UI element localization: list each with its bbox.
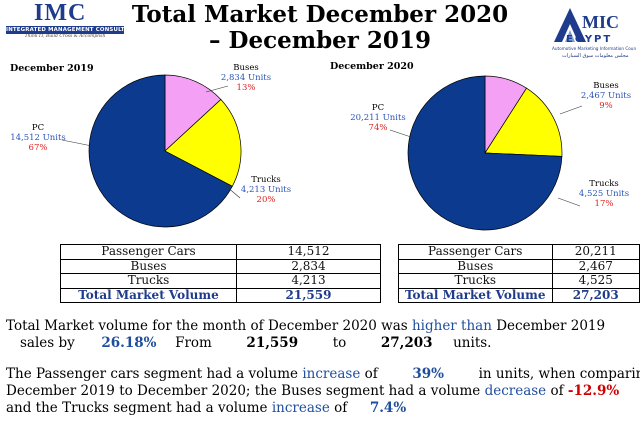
table-cell-value: 4,525: [551, 273, 640, 289]
table-row: Trucks 4,525: [398, 273, 640, 289]
slice-value-label: 20,211 Units: [350, 113, 406, 123]
pie-slice-pc: [88, 74, 233, 228]
leader-line: [61, 139, 93, 147]
imc-logo: IMC INTEGRATED MANAGEMENT CONSULTANCY Th…: [6, 0, 124, 39]
summary-text: and the Trucks segment had a volume: [6, 400, 268, 416]
table-cell-value: 2,834: [236, 258, 381, 274]
table-row: Trucks 4,213: [60, 273, 381, 289]
summary-text: Total Market volume for the month of Dec…: [6, 318, 408, 334]
summary-value: 21,559: [246, 335, 299, 351]
summary-text: to: [332, 335, 347, 351]
pie-slice-trucks: [484, 87, 563, 157]
table-row: Buses 2,834: [60, 258, 381, 274]
table-cell-value: 2,467: [551, 258, 640, 274]
summary-text: The Passenger cars segment had a volume: [6, 366, 299, 382]
svg-text:مجلس معلومات سوق السيارات: مجلس معلومات سوق السيارات: [562, 53, 629, 59]
table-cell-label: Buses: [60, 258, 237, 274]
table-cell-label: Buses: [398, 258, 553, 274]
page-title-line1: Total Market December 2020: [131, 1, 509, 28]
summary-highlight: increase: [271, 400, 330, 416]
table-cell-label: Passenger Cars: [60, 244, 237, 260]
page-title-line2: – December 2019: [209, 27, 431, 54]
table-row: Passenger Cars 20,211: [398, 244, 640, 260]
chart-2020-title: December 2020: [330, 61, 414, 72]
amic-logo: MIC EGYPT Automotive Marketing Informati…: [552, 8, 636, 59]
table-cell-value: 14,512: [236, 244, 381, 260]
svg-text:Automotive Marketing Informati: Automotive Marketing Information Council: [552, 46, 636, 51]
slice-name-label: PC: [372, 103, 384, 113]
table-cell-value: 20,211: [551, 244, 640, 260]
summary-pct: 26.18%: [101, 335, 157, 351]
summary-text: of: [550, 383, 564, 399]
summary-line-3: The Passenger cars segment had a volume …: [6, 366, 640, 383]
table-cell-label: Trucks: [60, 273, 237, 289]
table-2020: Passenger Cars 20,211 Buses 2,467 Trucks…: [398, 244, 640, 303]
table-total-label: Total Market Volume: [60, 287, 237, 303]
leader-line: [557, 197, 581, 207]
table-total-row: Total Market Volume 21,559: [60, 287, 381, 303]
table-row: Buses 2,467: [398, 258, 640, 274]
svg-text:MIC: MIC: [582, 12, 619, 32]
summary-text: From: [175, 335, 212, 351]
slice-name-label: Buses: [593, 81, 618, 91]
summary-pct: 39%: [412, 366, 444, 382]
leader-line: [225, 185, 241, 199]
summary-text: sales by: [20, 335, 75, 351]
table-total-value: 27,203: [551, 287, 640, 303]
summary-pct: -12.9%: [567, 383, 620, 399]
page-title: Total Market December 2020 – December 20…: [130, 2, 510, 54]
imc-logo-mark: IMC: [34, 0, 87, 26]
summary-pct: 7.4%: [369, 400, 407, 416]
table-row: Passenger Cars 14,512: [60, 244, 381, 260]
summary-highlight: increase: [302, 366, 361, 382]
pie-slice-pc: [407, 75, 563, 231]
table-cell-label: Passenger Cars: [398, 244, 553, 260]
slice-pct-label: 17%: [595, 199, 614, 209]
summary-text: units.: [453, 335, 492, 351]
slice-name-label: Trucks: [251, 175, 280, 185]
slice-name-label: Trucks: [589, 179, 618, 189]
summary-text: of: [334, 400, 348, 416]
summary-line-4: December 2019 to December 2020; the Buse…: [6, 383, 619, 400]
leader-line: [205, 85, 229, 93]
slice-pct-label: 74%: [369, 123, 388, 133]
summary-value: 27,203: [380, 335, 433, 351]
table-cell-value: 4,213: [236, 273, 381, 289]
slice-name-label: PC: [32, 123, 44, 133]
pie-slice-trucks: [164, 98, 242, 187]
slice-value-label: 2,834 Units: [221, 73, 271, 83]
slice-pct-label: 67%: [29, 143, 48, 153]
slice-pct-label: 20%: [257, 195, 276, 205]
imc-logo-band: INTEGRATED MANAGEMENT CONSULTANCY: [6, 26, 124, 34]
summary-line-5: and the Trucks segment had a volume incr…: [6, 400, 406, 417]
slice-value-label: 2,467 Units: [581, 91, 631, 101]
summary-highlight: higher than: [411, 318, 492, 334]
summary-text: of: [364, 366, 378, 382]
summary-line-2: sales by 26.18% From 21,559 to 27,203 un…: [20, 335, 491, 352]
table-2019: Passenger Cars 14,512 Buses 2,834 Trucks…: [60, 244, 381, 303]
summary-line-1: Total Market volume for the month of Dec…: [6, 318, 605, 335]
summary-text: in units, when comparing: [478, 366, 640, 382]
summary-highlight: decrease: [484, 383, 547, 399]
imc-logo-tagline: Think IT, Build Cross & Accomplish: [24, 34, 106, 39]
slice-value-label: 4,213 Units: [241, 185, 291, 195]
summary-text: December 2019 to December 2020; the Buse…: [6, 383, 481, 399]
pie-slice-buses: [164, 74, 222, 152]
leader-line: [389, 129, 415, 139]
svg-text:EGYPT: EGYPT: [566, 34, 612, 45]
slice-name-label: Buses: [233, 63, 258, 73]
slice-value-label: 4,525 Units: [579, 189, 629, 199]
table-total-label: Total Market Volume: [398, 287, 553, 303]
summary-text: December 2019: [496, 318, 606, 334]
table-cell-label: Trucks: [398, 273, 553, 289]
table-total-value: 21,559: [236, 287, 381, 303]
leader-line: [559, 105, 583, 115]
slice-pct-label: 9%: [599, 101, 613, 111]
table-total-row: Total Market Volume 27,203: [398, 287, 640, 303]
chart-2019-title: December 2019: [10, 63, 94, 74]
slice-value-label: 14,512 Units: [10, 133, 66, 143]
slice-pct-label: 13%: [237, 83, 256, 93]
